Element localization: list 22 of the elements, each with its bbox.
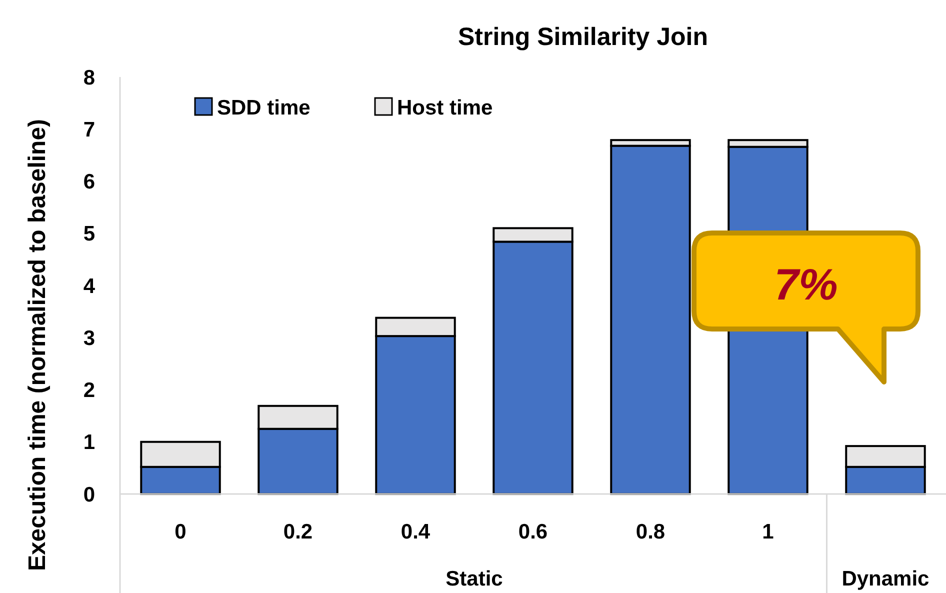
text: Dynamic — [842, 567, 930, 590]
text: Static — [446, 567, 504, 590]
x-tick-label: 0.6 — [518, 520, 548, 544]
chart-title: String Similarity Join — [458, 23, 708, 51]
y-tick-label: 3 — [83, 326, 95, 350]
x-tick-label: 0 — [174, 520, 186, 544]
x-tick-label: 0.8 — [636, 520, 666, 544]
y-tick-label: 2 — [83, 379, 95, 402]
x-tick-label: 0.2 — [283, 520, 313, 544]
y-tick-label: 0 — [83, 483, 95, 506]
x-tick-label: 0.4 — [400, 520, 430, 544]
legend-label: Host time — [397, 96, 493, 120]
x-tick-label: 1 — [762, 520, 774, 544]
y-tick-label: 6 — [83, 170, 95, 194]
y-tick-label: 5 — [83, 222, 96, 246]
annotation: 7% — [774, 260, 838, 310]
y-axis-title: Execution time (normalized to baseline) — [24, 118, 51, 572]
y-tick-label: 8 — [83, 66, 96, 90]
y-tick-label: 1 — [83, 431, 96, 454]
y-tick-label: 7 — [83, 118, 95, 142]
y-tick-label: 4 — [83, 274, 96, 298]
legend-label: SDD time — [217, 96, 310, 120]
